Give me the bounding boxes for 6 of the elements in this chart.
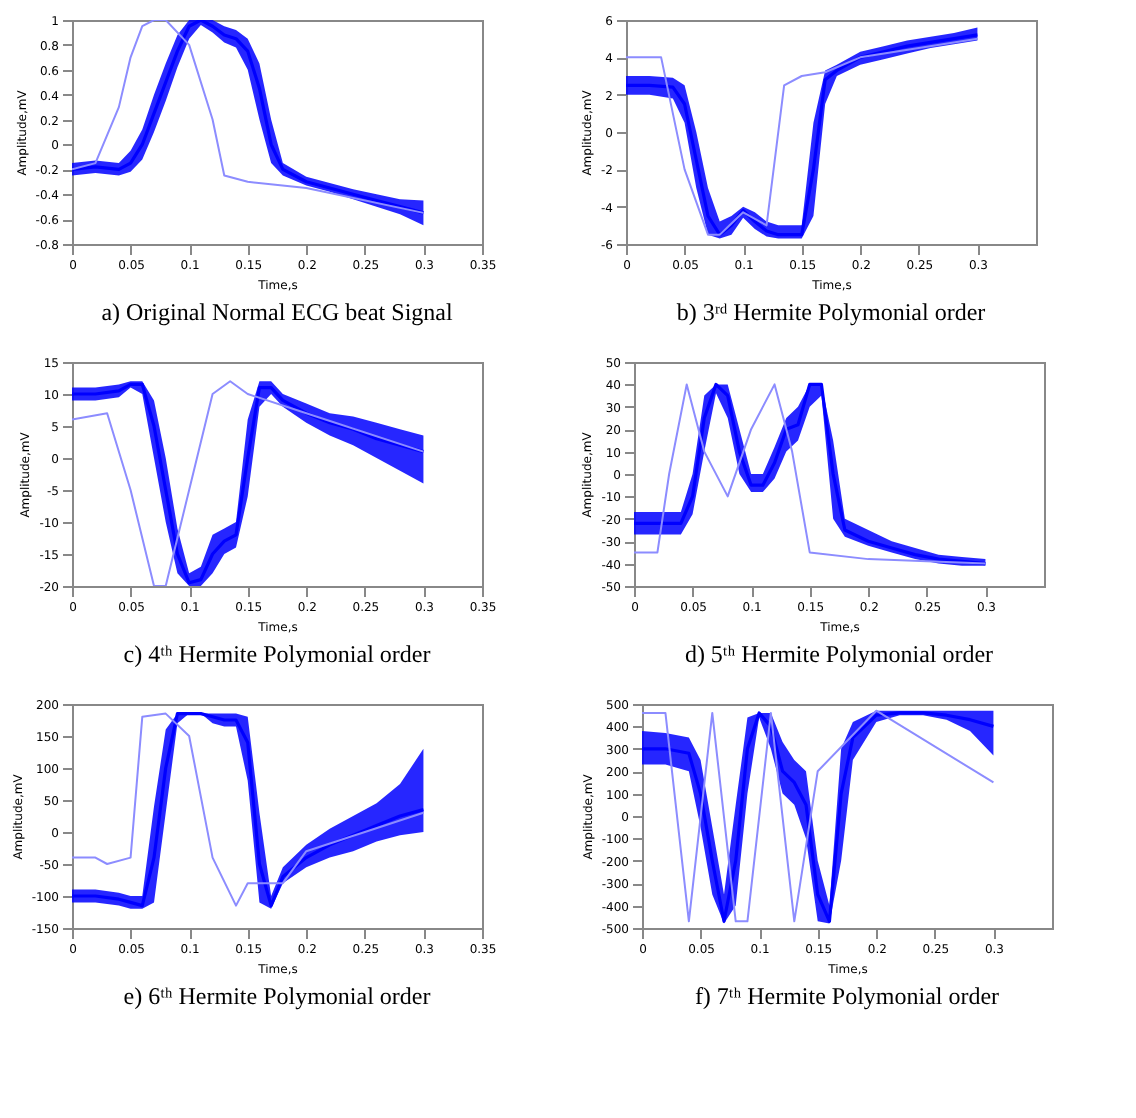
text: a) Original Normal ECG beat Signal bbox=[101, 298, 454, 326]
text: f) 7ᵗʰ Hermite Polymonial order bbox=[694, 982, 1000, 1010]
text: e) 6ᵗʰ Hermite Polymonial order bbox=[123, 982, 431, 1010]
text: c) 4ᵗʰ Hermite Polymonial order bbox=[123, 640, 431, 668]
text: d) 5ᵗʰ Hermite Polymonial order bbox=[684, 640, 994, 668]
text: b) 3ʳᵈ Hermite Polymonial order bbox=[676, 298, 986, 326]
